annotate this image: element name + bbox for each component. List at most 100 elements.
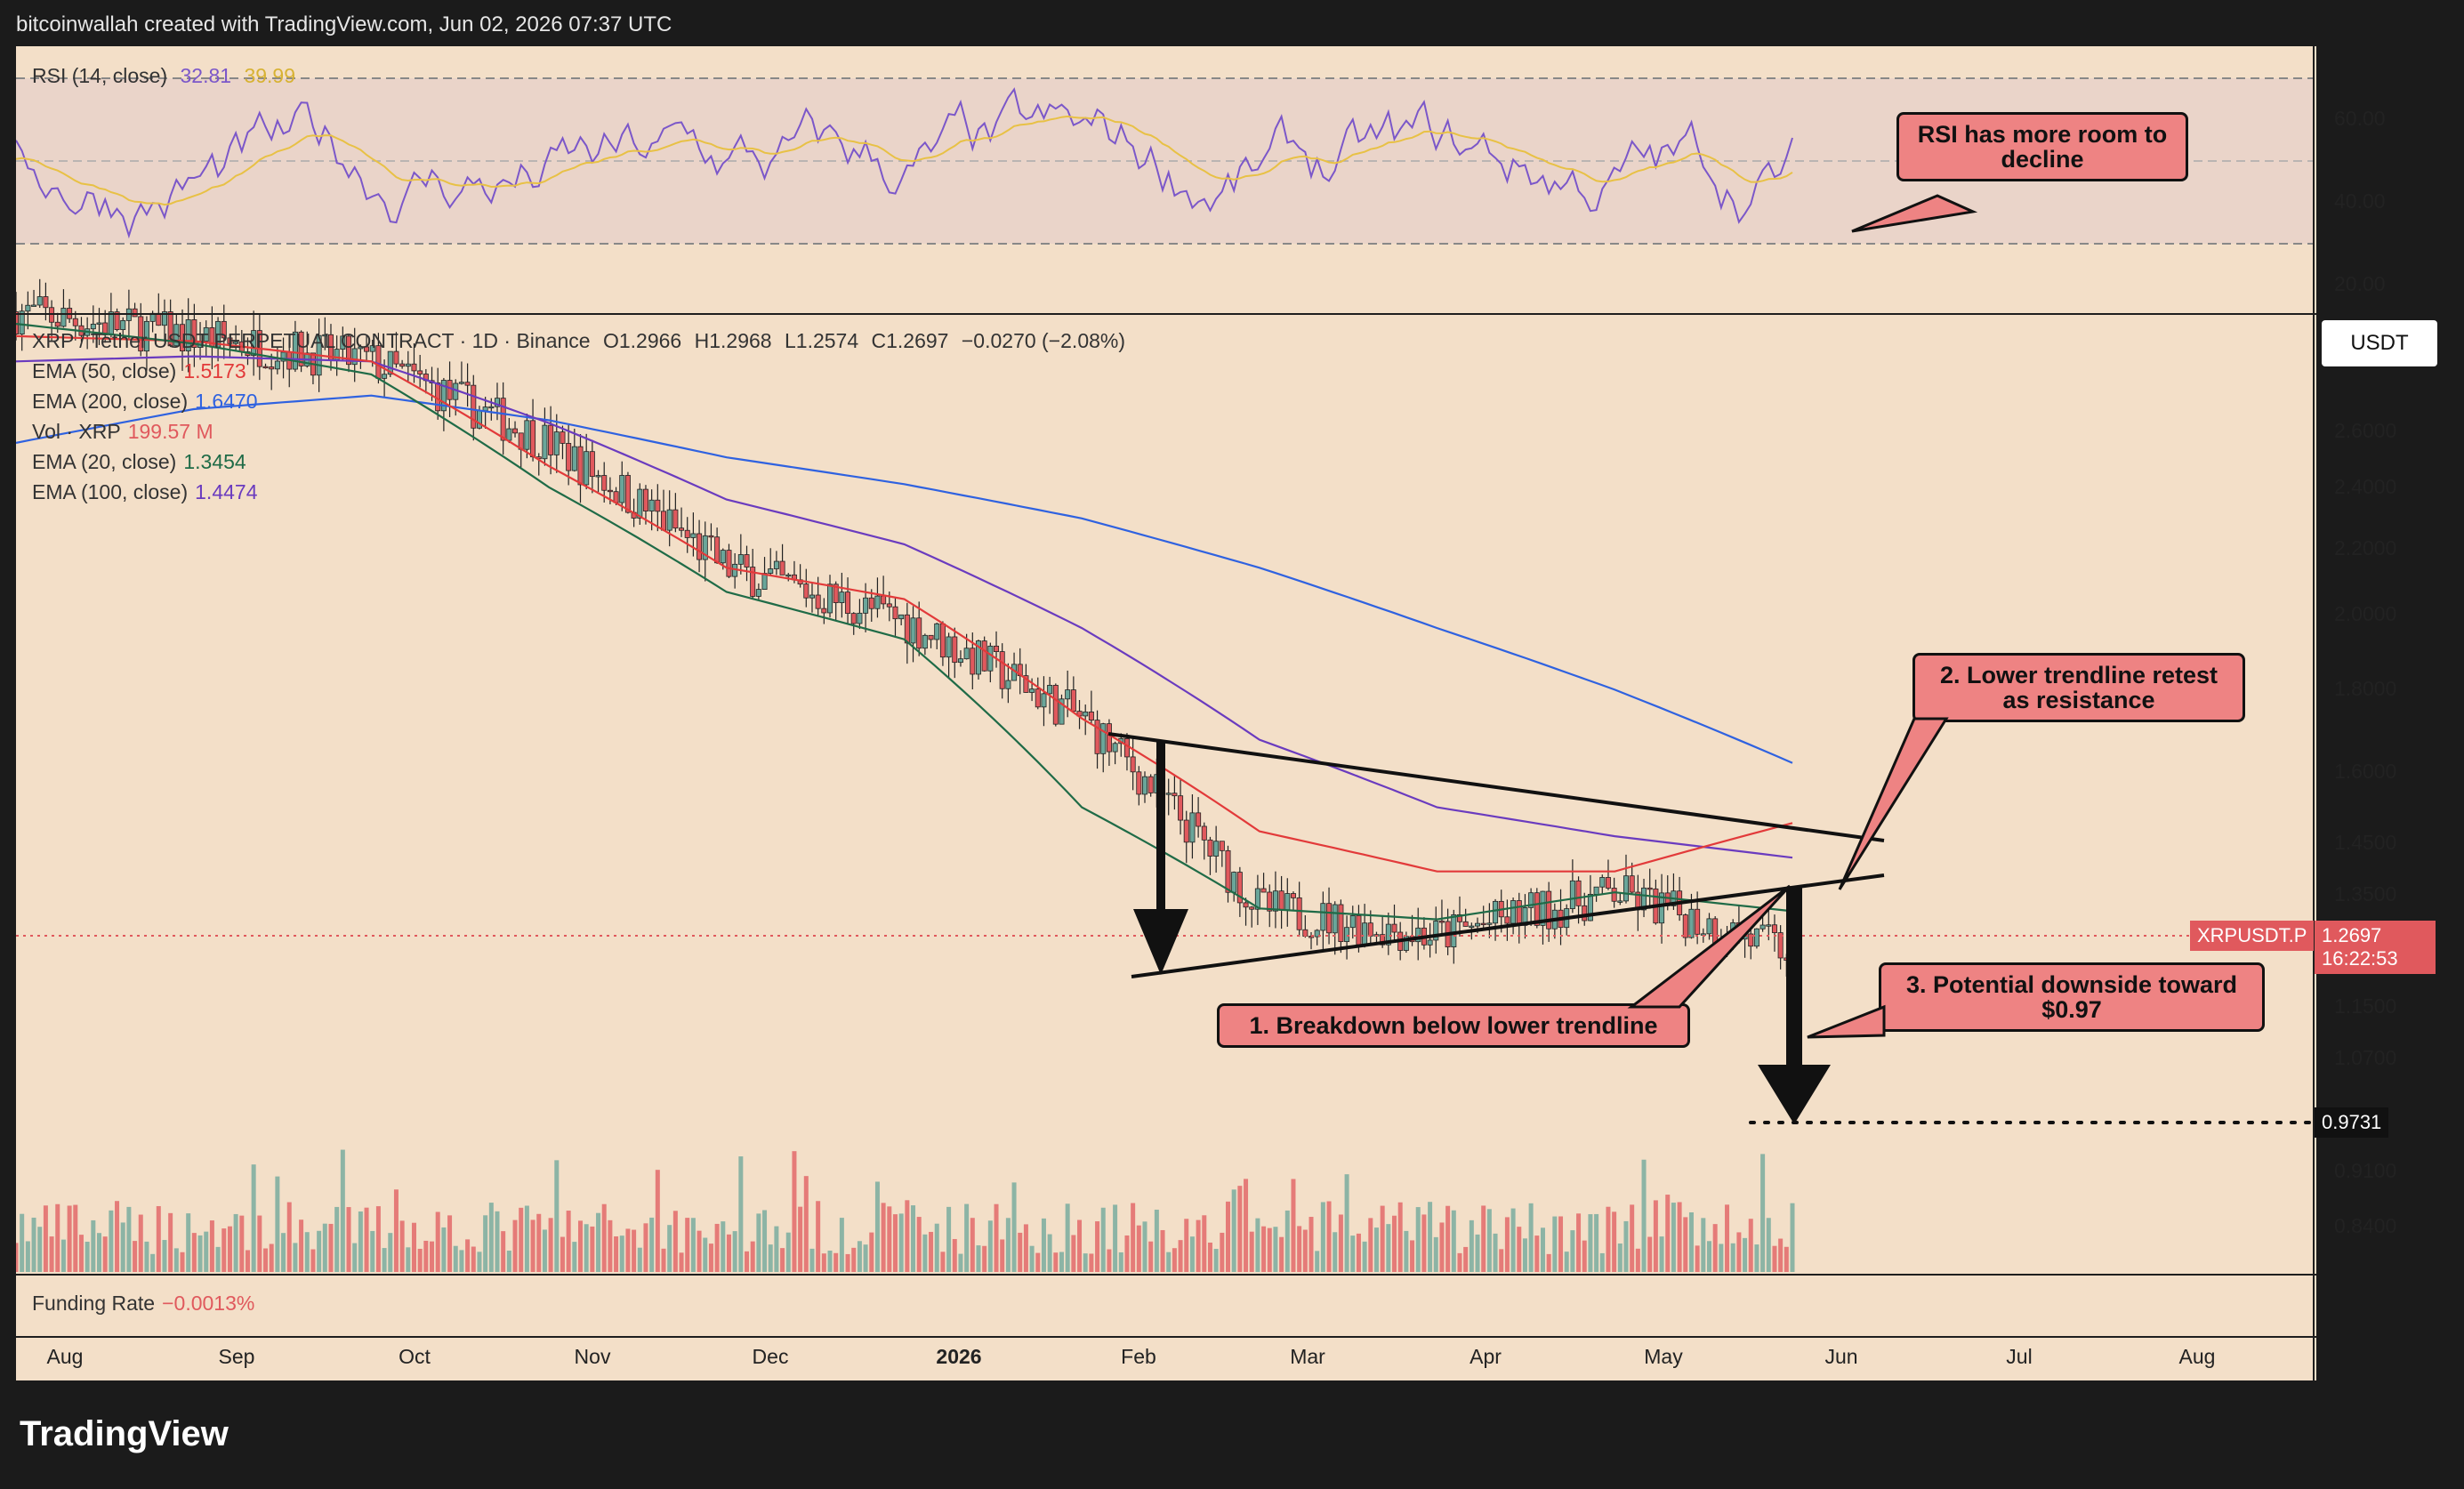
volume-bar xyxy=(1059,1252,1064,1272)
volume-bar xyxy=(1065,1203,1070,1272)
chart-area[interactable]: RSI (14, close) 32.81 39.99 XRP / Tether… xyxy=(16,46,2436,1380)
candle xyxy=(809,594,815,599)
volume-bar xyxy=(1766,1218,1771,1272)
candle xyxy=(1106,723,1112,753)
volume-bar xyxy=(1284,1210,1290,1272)
candle xyxy=(1475,922,1481,927)
volume-bar xyxy=(672,1211,678,1272)
volume-bar xyxy=(1154,1209,1159,1272)
candle xyxy=(96,322,102,325)
ema20-legend: EMA (20, close) 1.3454 xyxy=(32,450,246,473)
volume-bar xyxy=(637,1247,642,1272)
candle xyxy=(1771,924,1777,933)
volume-bar xyxy=(447,1215,453,1272)
candle xyxy=(180,324,186,351)
currency-button[interactable]: USDT xyxy=(2322,320,2437,366)
volume-bar xyxy=(1315,1251,1320,1272)
volume-bar xyxy=(1320,1202,1325,1272)
candle xyxy=(922,634,928,649)
volume-bar xyxy=(1623,1220,1629,1272)
candle xyxy=(161,311,167,326)
candle xyxy=(963,648,970,660)
volume-bar xyxy=(1743,1237,1748,1272)
candle xyxy=(1415,927,1421,943)
x-tick: May xyxy=(1644,1345,1683,1368)
candle xyxy=(1296,897,1302,930)
volume-bar xyxy=(239,1215,245,1272)
price-tick: 0.9100 xyxy=(2334,1159,2397,1182)
candle xyxy=(666,509,672,531)
volume-bar xyxy=(1617,1244,1623,1272)
candle xyxy=(773,560,779,569)
volume-bar xyxy=(821,1253,826,1272)
symbol-legend: XRP / Tether USDT PERPETUAL CONTRACT · 1… xyxy=(32,329,1126,352)
candle xyxy=(624,475,631,513)
volume-bar xyxy=(994,1203,999,1272)
volume-bar xyxy=(156,1205,161,1272)
candle xyxy=(203,326,209,342)
candle xyxy=(1088,712,1094,721)
candle xyxy=(1522,906,1528,926)
volume-bar xyxy=(133,1241,138,1272)
candle xyxy=(928,634,934,640)
volume-bar xyxy=(334,1206,340,1272)
volume-bar xyxy=(1071,1235,1076,1272)
candle xyxy=(845,592,851,615)
candle xyxy=(25,304,31,312)
candle xyxy=(1136,771,1142,795)
volume-bar xyxy=(115,1201,120,1272)
candle xyxy=(500,398,506,441)
volume-bar xyxy=(1647,1236,1653,1272)
candle xyxy=(981,640,987,672)
volume-bar xyxy=(1564,1252,1569,1272)
ema20-line xyxy=(16,323,1793,921)
candle xyxy=(351,348,358,366)
volume-bar xyxy=(1172,1248,1177,1272)
candle xyxy=(1391,923,1397,933)
volume-bar xyxy=(726,1234,731,1272)
x-tick: Aug xyxy=(2178,1345,2216,1368)
candle xyxy=(1611,888,1617,902)
volume-bar xyxy=(91,1219,96,1272)
candle xyxy=(1766,924,1772,927)
volume-bar xyxy=(85,1242,90,1272)
price-tick: 0.8400 xyxy=(2334,1214,2397,1237)
rsi-tick: 20.00 xyxy=(2334,272,2386,295)
volume-bar xyxy=(560,1236,565,1272)
volume-bar xyxy=(1635,1248,1640,1272)
candle xyxy=(471,384,477,429)
volume-bar xyxy=(1380,1205,1385,1272)
volume-bar xyxy=(60,1239,66,1272)
candle xyxy=(1480,922,1486,926)
price-tick: 1.6000 xyxy=(2334,760,2397,783)
price-tick: 2.2000 xyxy=(2334,536,2397,559)
x-tick: Jun xyxy=(1824,1345,1858,1368)
volume-bar xyxy=(1047,1234,1052,1272)
volume-bar xyxy=(667,1225,672,1272)
candle xyxy=(881,595,887,605)
rsi-ma-line xyxy=(16,115,1793,206)
volume-bar xyxy=(358,1211,363,1272)
candle xyxy=(506,428,512,441)
volume-bar xyxy=(1083,1253,1088,1272)
volume-bar xyxy=(851,1247,857,1272)
volume-bar xyxy=(655,1170,660,1272)
volume-bar xyxy=(1582,1240,1587,1272)
volume-bar xyxy=(608,1219,613,1272)
volume-bar xyxy=(542,1229,547,1272)
volume-bar xyxy=(388,1233,393,1272)
candle xyxy=(1712,918,1719,945)
volume-bar xyxy=(1333,1232,1338,1272)
candle xyxy=(1059,698,1065,725)
volume-bar xyxy=(690,1218,696,1272)
volume-bar xyxy=(375,1206,381,1272)
volume-bar xyxy=(328,1223,334,1272)
volume-bar xyxy=(1712,1224,1718,1272)
candle xyxy=(440,380,447,412)
volume-bar xyxy=(1641,1159,1647,1272)
volume-bar xyxy=(1706,1241,1711,1272)
volume-bar xyxy=(1202,1215,1207,1272)
volume-bar xyxy=(934,1223,939,1272)
candle xyxy=(1219,841,1225,851)
callout-downside: 3. Potential downside toward $0.97 xyxy=(1879,962,2265,1032)
